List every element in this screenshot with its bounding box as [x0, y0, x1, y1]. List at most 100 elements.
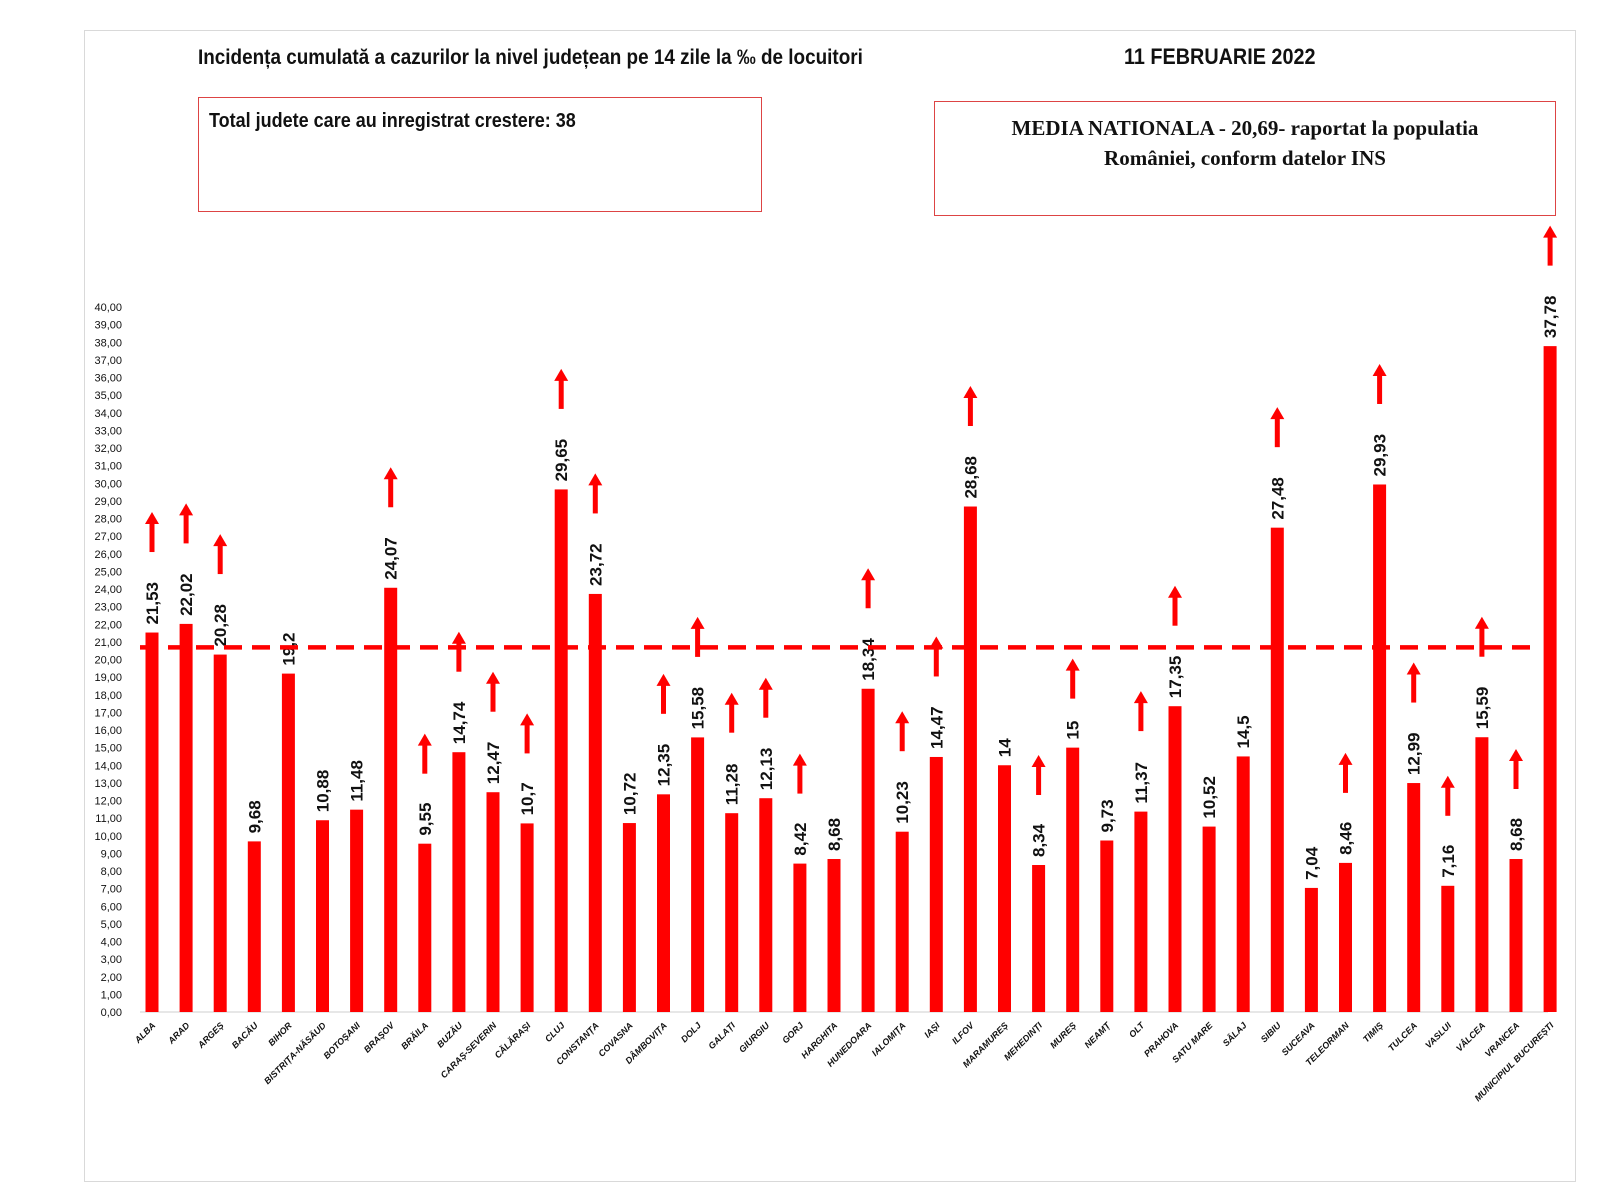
increase-arrow-head — [690, 616, 705, 629]
x-tick-label: SIBIU — [1259, 1020, 1283, 1044]
y-tick-label: 10,00 — [94, 831, 122, 843]
y-tick-label: 15,00 — [94, 743, 122, 755]
y-tick-label: 19,00 — [94, 672, 122, 684]
bar — [1543, 346, 1557, 1012]
x-tick-label: ARGEȘ — [195, 1020, 225, 1050]
x-tick-label: TIMIȘ — [1361, 1020, 1385, 1044]
y-tick-label: 6,00 — [101, 901, 122, 913]
increase-arrow-head — [1270, 407, 1285, 420]
national-average-box: MEDIA NATIONALA - 20,69- raportat la pop… — [934, 101, 1556, 216]
bar-value-label: 8,42 — [791, 823, 810, 856]
bar — [1475, 737, 1489, 1012]
increase-arrow-head — [861, 568, 876, 581]
bar — [1032, 865, 1046, 1012]
y-tick-label: 5,00 — [101, 919, 122, 931]
x-tick-label: BACĂU — [229, 1019, 260, 1050]
x-tick-label: ILFOV — [950, 1020, 977, 1047]
increase-arrow-head — [656, 673, 671, 686]
bar-value-label: 14,74 — [450, 701, 469, 744]
bar-value-label: 24,07 — [382, 537, 401, 580]
bar — [1202, 826, 1216, 1012]
bar-value-label: 12,47 — [484, 742, 503, 785]
bar — [1066, 747, 1080, 1012]
y-tick-label: 3,00 — [101, 954, 122, 966]
bar — [486, 792, 500, 1012]
y-tick-label: 2,00 — [101, 972, 122, 984]
bar — [861, 688, 875, 1012]
bar — [1441, 885, 1455, 1012]
bar-value-label: 14 — [996, 738, 1015, 757]
y-tick-label: 34,00 — [94, 408, 122, 420]
bar — [384, 587, 398, 1012]
bar-value-label: 23,72 — [586, 543, 605, 586]
increase-arrow-head — [895, 711, 910, 724]
bar — [622, 823, 636, 1012]
bar-value-label: 8,46 — [1337, 822, 1356, 855]
national-average-line1: MEDIA NATIONALA - 20,69- raportat la pop… — [1011, 116, 1479, 140]
bar-value-label: 11,48 — [348, 760, 367, 802]
y-tick-label: 23,00 — [94, 602, 122, 614]
y-tick-label: 12,00 — [94, 796, 122, 808]
increase-arrow-head — [588, 473, 603, 486]
bar — [1339, 862, 1352, 1012]
increase-arrow-head — [792, 753, 807, 766]
increase-arrow-head — [963, 386, 978, 399]
increase-arrow-head — [1031, 755, 1046, 768]
bar-value-label: 8,68 — [1507, 818, 1526, 851]
bar — [316, 820, 329, 1012]
y-tick-label: 38,00 — [94, 337, 122, 349]
bar-value-label: 12,13 — [757, 748, 776, 791]
bar — [213, 654, 227, 1012]
increase-arrow-head — [1168, 585, 1182, 598]
y-tick-label: 26,00 — [94, 549, 122, 561]
x-tick-label: BRAȘOV — [362, 1020, 397, 1055]
y-tick-label: 1,00 — [101, 989, 122, 1001]
y-tick-label: 9,00 — [101, 848, 122, 860]
x-tick-label: CĂLĂRAȘI — [492, 1019, 533, 1060]
x-tick-label: SĂLAJ — [1220, 1019, 1249, 1048]
bar-value-label: 14,5 — [1234, 715, 1253, 748]
bar — [281, 673, 295, 1012]
bar-value-label: 29,65 — [552, 439, 571, 482]
bar-value-label: 10,7 — [518, 782, 537, 815]
increase-arrow-head — [758, 677, 773, 690]
increase-arrow-head — [1406, 662, 1421, 675]
bar-value-label: 10,72 — [620, 773, 639, 816]
bar — [520, 823, 534, 1012]
bar-value-label: 11,28 — [723, 764, 742, 806]
bar — [895, 831, 909, 1012]
x-tick-label: BOTOȘANI — [321, 1020, 362, 1061]
bar — [1270, 527, 1284, 1012]
y-tick-label: 29,00 — [94, 496, 122, 508]
y-tick-label: 35,00 — [94, 390, 122, 402]
x-tick-label: ARAD — [165, 1020, 192, 1047]
x-tick-label: GORJ — [780, 1020, 806, 1046]
bar — [657, 794, 670, 1012]
x-tick-label: BIHOR — [266, 1020, 294, 1048]
y-tick-label: 4,00 — [101, 937, 122, 949]
increase-arrow-head — [724, 692, 739, 705]
bar — [1168, 706, 1182, 1012]
increase-arrow-head — [1133, 691, 1148, 704]
bar-value-label: 9,55 — [416, 803, 435, 836]
y-tick-label: 33,00 — [94, 425, 122, 437]
increase-arrow-head — [213, 534, 228, 547]
y-tick-label: 14,00 — [94, 760, 122, 772]
y-tick-label: 30,00 — [94, 478, 122, 490]
bar-value-label: 21,53 — [143, 582, 162, 625]
x-tick-label: TULCEA — [1386, 1020, 1419, 1053]
national-average-line2: României, conform datelor INS — [1104, 146, 1386, 170]
bar-value-label: 7,04 — [1302, 846, 1321, 880]
report-date: 11 FEBRUARIE 2022 — [1124, 44, 1316, 69]
bar-value-label: 10,52 — [1200, 776, 1219, 819]
x-tick-label: DOLJ — [679, 1020, 704, 1045]
increase-arrow-head — [1543, 225, 1558, 238]
bar — [247, 841, 261, 1012]
bar-value-label: 7,16 — [1439, 845, 1458, 878]
bar-value-label: 29,93 — [1371, 434, 1390, 477]
x-tick-label: GIURGIU — [737, 1020, 772, 1055]
increase-arrow-head — [417, 733, 432, 746]
bar — [725, 813, 739, 1012]
x-tick-label: BUZĂU — [434, 1019, 464, 1049]
